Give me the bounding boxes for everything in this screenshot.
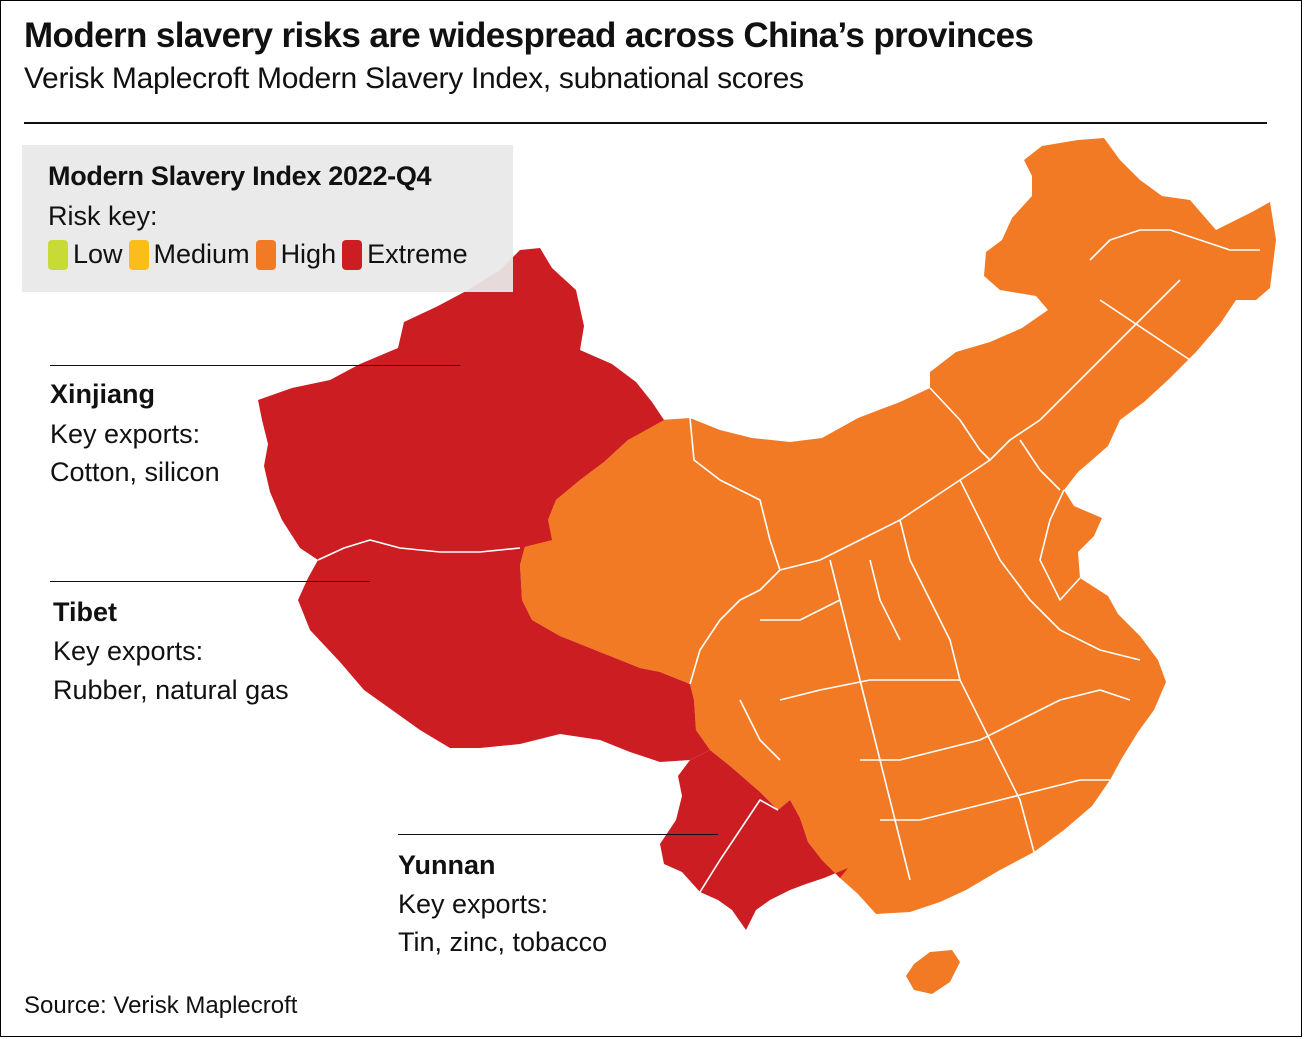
annotation-region-name: Yunnan <box>398 850 496 880</box>
legend-swatch-low <box>48 239 68 270</box>
annotation-leader-line <box>50 365 460 366</box>
legend-items: Low Medium High Extreme <box>48 239 474 270</box>
title-divider <box>24 122 1267 124</box>
xinjiang-region <box>258 248 664 560</box>
legend-item-low: Low <box>48 239 123 270</box>
legend-item-high: High <box>255 239 337 270</box>
legend-swatch-high <box>255 239 276 270</box>
legend-label-high: High <box>280 239 337 269</box>
annotation-region-name: Tibet <box>53 597 118 627</box>
yunnan-region <box>660 750 848 930</box>
legend-label-extreme: Extreme <box>367 239 468 269</box>
source-note: Source: Verisk Maplecroft <box>24 992 298 1019</box>
legend-label-low: Low <box>73 239 123 269</box>
annotation-leader-line <box>50 581 370 582</box>
legend-swatch-extreme <box>342 239 363 270</box>
annotation-exports-list: Cotton, silicon <box>50 457 220 487</box>
legend-subtitle: Risk key: <box>48 201 158 231</box>
chart-title: Modern slavery risks are widespread acro… <box>24 16 1034 55</box>
legend-item-medium: Medium <box>128 239 250 270</box>
high-risk-provinces <box>520 138 1276 914</box>
annotation-region-name: Xinjiang <box>50 379 156 409</box>
legend-box: Modern Slavery Index 2022-Q4 Risk key: L… <box>22 145 513 292</box>
hainan-island <box>906 950 960 994</box>
annotation-exports-list: Tin, zinc, tobacco <box>398 927 608 957</box>
legend-swatch-medium <box>128 239 149 270</box>
annotation-exports-label: Key exports: <box>53 636 204 666</box>
annotation-exports-list: Rubber, natural gas <box>53 675 289 705</box>
annotation-exports-label: Key exports: <box>50 419 201 449</box>
province-borders <box>317 229 1260 893</box>
legend-label-medium: Medium <box>153 239 250 269</box>
legend-item-extreme: Extreme <box>342 239 468 270</box>
annotation-exports-label: Key exports: <box>398 889 549 919</box>
chart-subtitle: Verisk Maplecroft Modern Slavery Index, … <box>24 62 804 95</box>
legend-title: Modern Slavery Index 2022-Q4 <box>48 161 432 191</box>
tibet-region <box>298 535 710 762</box>
annotation-leader-line <box>398 834 718 835</box>
